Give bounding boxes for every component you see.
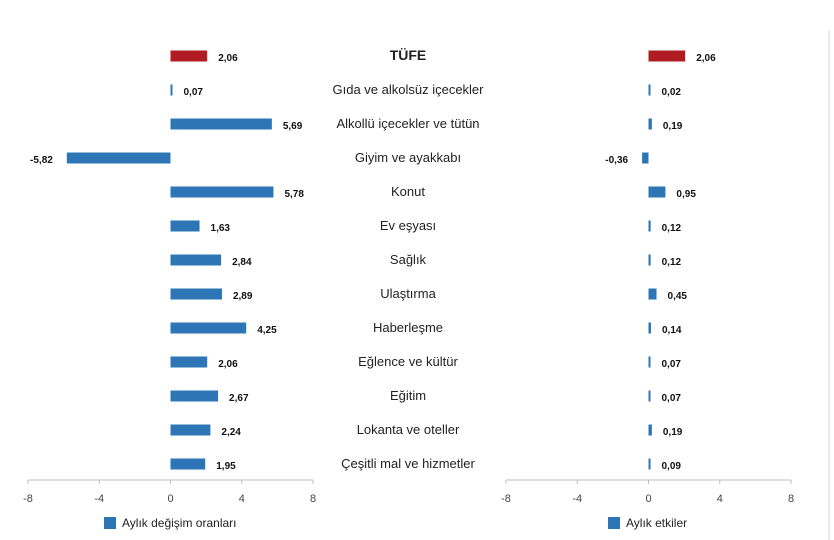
data-label: 2,84 (232, 257, 252, 268)
bar (170, 458, 206, 470)
bar (170, 288, 222, 300)
x-tick-label: 0 (167, 493, 173, 505)
right-panel: -8 -4 0 4 8 2,06 0,02 0,19 -0,36 0,95 0,12 0,12 0,45… (501, 50, 794, 530)
legend-swatch (608, 517, 620, 529)
category-labels: TÜFE Gıda ve alkolsüz içecekler Alkollü iç… (332, 47, 484, 471)
bar (66, 152, 171, 164)
x-tick-label: 8 (788, 493, 794, 505)
bar (170, 186, 274, 198)
bar (648, 288, 657, 300)
x-tick-label: -4 (94, 493, 104, 505)
legend-label: Aylık etkiler (626, 516, 687, 530)
bar (648, 356, 651, 368)
data-label: 0,12 (662, 223, 682, 234)
bar (648, 390, 651, 402)
bar (170, 254, 222, 266)
bar (648, 50, 686, 62)
category-label: Giyim ve ayakkabı (355, 150, 461, 165)
bar (648, 458, 651, 470)
x-tick-label: -8 (501, 493, 511, 505)
data-label: 0,12 (662, 257, 682, 268)
bar (170, 356, 208, 368)
x-tick-label: 4 (239, 493, 245, 505)
data-label: 0,95 (676, 189, 696, 200)
legend-swatch (104, 517, 116, 529)
bar (170, 322, 247, 334)
data-label: 0,19 (663, 427, 683, 438)
bar (648, 254, 651, 266)
data-label: 0,07 (662, 393, 682, 404)
bar (648, 220, 651, 232)
bar (170, 220, 200, 232)
bar (648, 424, 652, 436)
data-label: 2,06 (218, 359, 238, 370)
data-label: 5,78 (284, 189, 304, 200)
x-tick-label: 0 (645, 493, 651, 505)
data-label: 2,89 (233, 291, 253, 302)
data-label: 2,06 (696, 53, 716, 64)
legend-label: Aylık değişim oranları (122, 516, 237, 530)
x-tick-label: 8 (310, 493, 316, 505)
category-label: Eğlence ve kültür (358, 354, 458, 369)
x-tick-label: -4 (572, 493, 582, 505)
bar (170, 50, 208, 62)
data-label: 0,19 (663, 121, 683, 132)
category-label: Haberleşme (373, 320, 443, 335)
data-label: 1,63 (211, 223, 231, 234)
category-label: TÜFE (390, 47, 427, 63)
data-label: 1,95 (216, 461, 236, 472)
category-label: Konut (391, 184, 425, 199)
left-panel: -8 -4 0 4 8 2,06 0,07 5,69 -5,82 5,78 1,63 2,84 2,89… (23, 50, 316, 530)
bar (648, 118, 652, 130)
category-label: Ev eşyası (380, 218, 436, 233)
category-label: Alkollü içecekler ve tütün (336, 116, 479, 131)
data-label: 2,24 (221, 427, 241, 438)
category-label: Sağlık (390, 252, 427, 267)
bar (648, 322, 651, 334)
data-label: 2,67 (229, 393, 249, 404)
data-label: 0,45 (668, 291, 688, 302)
bar (170, 424, 211, 436)
data-label: -5,82 (30, 155, 53, 166)
bar (642, 152, 649, 164)
bar (170, 84, 173, 96)
data-label: 0,14 (662, 325, 682, 336)
data-label: 0,09 (662, 461, 682, 472)
category-label: Lokanta ve oteller (357, 422, 460, 437)
category-label: Ulaştırma (380, 286, 436, 301)
data-label: 4,25 (257, 325, 277, 336)
x-tick-label: -8 (23, 493, 33, 505)
bar (170, 390, 219, 402)
category-label: Gıda ve alkolsüz içecekler (332, 82, 484, 97)
data-label: 0,02 (662, 87, 682, 98)
data-label: 0,07 (184, 87, 204, 98)
bar (170, 118, 272, 130)
data-label: 0,07 (662, 359, 682, 370)
data-label: 2,06 (218, 53, 238, 64)
bar (648, 84, 651, 96)
category-label: Çeşitli mal ve hizmetler (341, 456, 475, 471)
x-tick-label: 4 (717, 493, 723, 505)
data-label: -0,36 (605, 155, 628, 166)
category-label: Eğitim (390, 388, 426, 403)
data-label: 5,69 (283, 121, 303, 132)
bar (648, 186, 666, 198)
